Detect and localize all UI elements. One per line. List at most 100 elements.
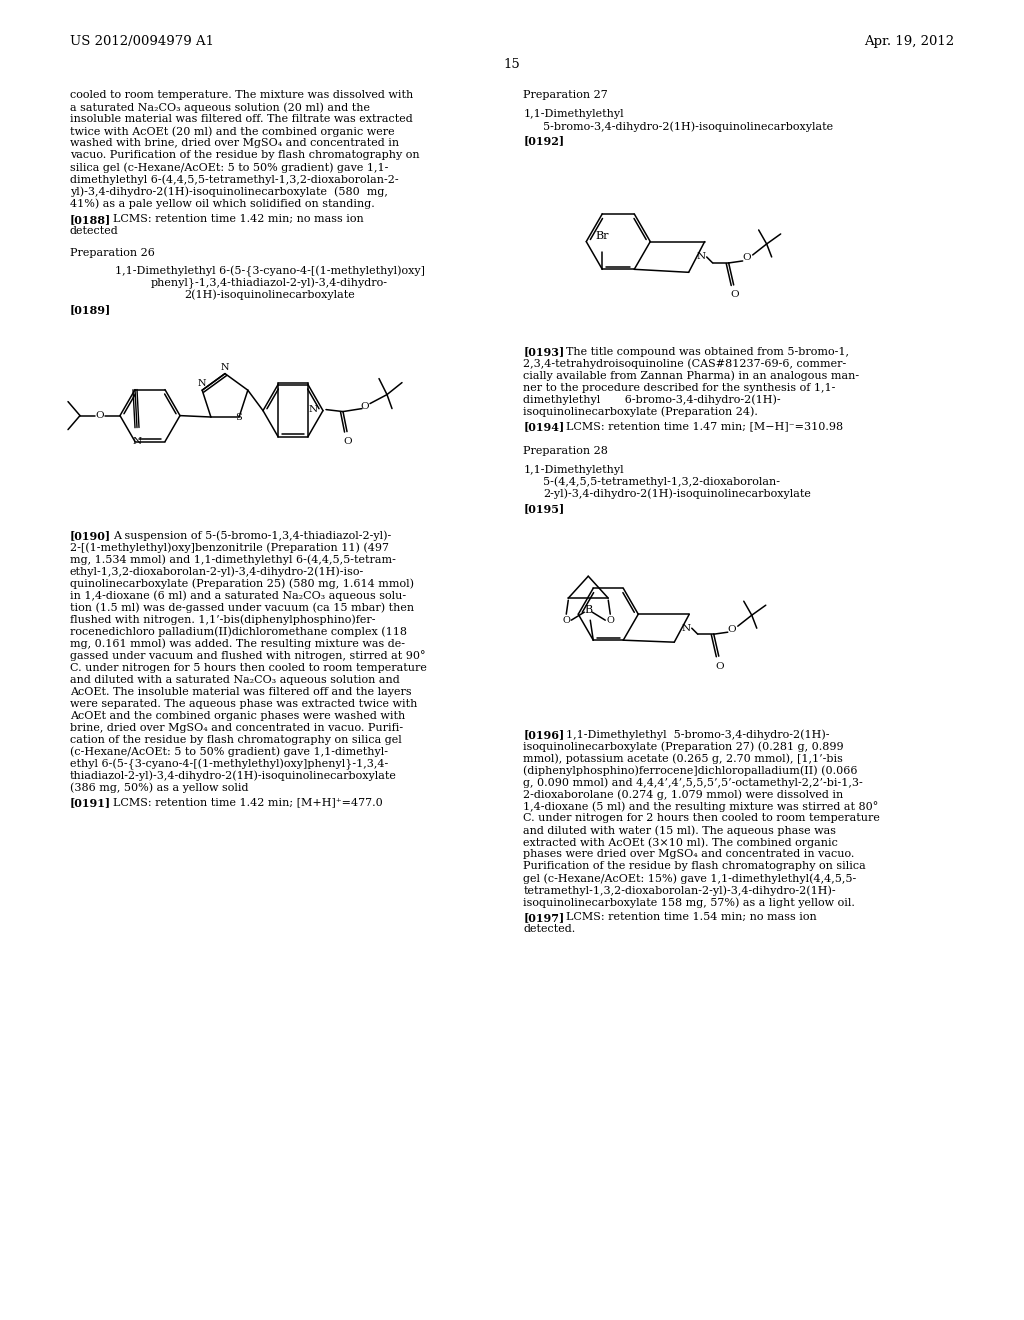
Text: [0190]: [0190]: [70, 531, 111, 541]
Text: 41%) as a pale yellow oil which solidified on standing.: 41%) as a pale yellow oil which solidifi…: [70, 198, 375, 209]
Text: O: O: [742, 253, 751, 263]
Text: flushed with nitrogen. 1,1’-bis(diphenylphosphino)fer-: flushed with nitrogen. 1,1’-bis(diphenyl…: [70, 615, 375, 626]
Text: N: N: [681, 623, 690, 632]
Text: rocenedichloro palladium(II)dichloromethane complex (118: rocenedichloro palladium(II)dichlorometh…: [70, 627, 407, 638]
Text: Preparation 28: Preparation 28: [523, 446, 608, 455]
Text: were separated. The aqueous phase was extracted twice with: were separated. The aqueous phase was ex…: [70, 698, 417, 709]
Text: phenyl}-1,3,4-thiadiazol-2-yl)-3,4-dihydro-: phenyl}-1,3,4-thiadiazol-2-yl)-3,4-dihyd…: [152, 277, 388, 289]
Text: 1,1-Dimethylethyl: 1,1-Dimethylethyl: [523, 465, 624, 475]
Text: g, 0.090 mmol) and 4,4,4’,4’,5,5,5’,5’-octamethyl-2,2’-bi-1,3-: g, 0.090 mmol) and 4,4,4’,4’,5,5,5’,5’-o…: [523, 777, 863, 788]
Text: [0191]: [0191]: [70, 797, 111, 809]
Text: quinolinecarboxylate (Preparation 25) (580 mg, 1.614 mmol): quinolinecarboxylate (Preparation 25) (5…: [70, 578, 414, 589]
Text: (386 mg, 50%) as a yellow solid: (386 mg, 50%) as a yellow solid: [70, 783, 248, 793]
Text: 1,1-Dimethylethyl  5-bromo-3,4-dihydro-2(1H)-: 1,1-Dimethylethyl 5-bromo-3,4-dihydro-2(…: [566, 729, 829, 739]
Text: and diluted with water (15 ml). The aqueous phase was: and diluted with water (15 ml). The aque…: [523, 825, 837, 836]
Text: ethyl 6-(5-{3-cyano-4-[(1-methylethyl)oxy]phenyl}-1,3,4-: ethyl 6-(5-{3-cyano-4-[(1-methylethyl)ox…: [70, 759, 388, 770]
Text: twice with AcOEt (20 ml) and the combined organic were: twice with AcOEt (20 ml) and the combine…: [70, 125, 394, 136]
Text: O: O: [344, 437, 352, 446]
Text: detected: detected: [70, 226, 119, 236]
Text: [0189]: [0189]: [70, 305, 111, 315]
Text: N: N: [696, 252, 706, 261]
Text: mg, 1.534 mmol) and 1,1-dimethylethyl 6-(4,4,5,5-tetram-: mg, 1.534 mmol) and 1,1-dimethylethyl 6-…: [70, 554, 395, 565]
Text: silica gel (c-Hexane/AcOEt: 5 to 50% gradient) gave 1,1-: silica gel (c-Hexane/AcOEt: 5 to 50% gra…: [70, 162, 388, 173]
Text: Preparation 26: Preparation 26: [70, 248, 155, 257]
Text: Apr. 19, 2012: Apr. 19, 2012: [864, 36, 954, 48]
Text: detected.: detected.: [523, 924, 575, 935]
Text: [0193]: [0193]: [523, 347, 564, 358]
Text: cooled to room temperature. The mixture was dissolved with: cooled to room temperature. The mixture …: [70, 90, 413, 100]
Text: thiadiazol-2-yl)-3,4-dihydro-2(1H)-isoquinolinecarboxylate: thiadiazol-2-yl)-3,4-dihydro-2(1H)-isoqu…: [70, 771, 396, 781]
Text: gassed under vacuum and flushed with nitrogen, stirred at 90°: gassed under vacuum and flushed with nit…: [70, 651, 425, 661]
Text: O: O: [360, 403, 370, 411]
Text: [0188]: [0188]: [70, 214, 111, 224]
Text: cially available from Zannan Pharma) in an analogous man-: cially available from Zannan Pharma) in …: [523, 371, 859, 381]
Text: 2,3,4-tetrahydroisoquinoline (CAS#81237-69-6, commer-: 2,3,4-tetrahydroisoquinoline (CAS#81237-…: [523, 359, 847, 370]
Text: O: O: [716, 661, 724, 671]
Text: and diluted with a saturated Na₂CO₃ aqueous solution and: and diluted with a saturated Na₂CO₃ aque…: [70, 675, 399, 685]
Text: Purification of the residue by flash chromatography on silica: Purification of the residue by flash chr…: [523, 861, 866, 871]
Text: isoquinolinecarboxylate (Preparation 27) (0.281 g, 0.899: isoquinolinecarboxylate (Preparation 27)…: [523, 742, 844, 752]
Text: phases were dried over MgSO₄ and concentrated in vacuo.: phases were dried over MgSO₄ and concent…: [523, 849, 855, 859]
Text: S: S: [234, 413, 242, 421]
Text: mmol), potassium acetate (0.265 g, 2.70 mmol), [1,1’-bis: mmol), potassium acetate (0.265 g, 2.70 …: [523, 754, 843, 764]
Text: US 2012/0094979 A1: US 2012/0094979 A1: [70, 36, 214, 48]
Text: 2-dioxaborolane (0.274 g, 1.079 mmol) were dissolved in: 2-dioxaborolane (0.274 g, 1.079 mmol) we…: [523, 789, 844, 800]
Text: dimethylethyl 6-(4,4,5,5-tetramethyl-1,3,2-dioxaborolan-2-: dimethylethyl 6-(4,4,5,5-tetramethyl-1,3…: [70, 174, 398, 185]
Text: 2(1H)-isoquinolinecarboxylate: 2(1H)-isoquinolinecarboxylate: [184, 289, 355, 300]
Text: O: O: [562, 615, 570, 624]
Text: LCMS: retention time 1.54 min; no mass ion: LCMS: retention time 1.54 min; no mass i…: [566, 912, 817, 923]
Text: 15: 15: [504, 58, 520, 71]
Text: 1,1-Dimethylethyl: 1,1-Dimethylethyl: [523, 110, 624, 119]
Text: mg, 0.161 mmol) was added. The resulting mixture was de-: mg, 0.161 mmol) was added. The resulting…: [70, 639, 404, 649]
Text: AcOEt and the combined organic phases were washed with: AcOEt and the combined organic phases we…: [70, 710, 404, 721]
Text: Preparation 27: Preparation 27: [523, 90, 608, 100]
Text: yl)-3,4-dihydro-2(1H)-isoquinolinecarboxylate  (580  mg,: yl)-3,4-dihydro-2(1H)-isoquinolinecarbox…: [70, 186, 387, 197]
Text: cation of the residue by flash chromatography on silica gel: cation of the residue by flash chromatog…: [70, 735, 401, 744]
Text: (c-Hexane/AcOEt: 5 to 50% gradient) gave 1,1-dimethyl-: (c-Hexane/AcOEt: 5 to 50% gradient) gave…: [70, 747, 388, 758]
Text: [0192]: [0192]: [523, 136, 564, 147]
Text: [0194]: [0194]: [523, 421, 564, 433]
Text: N: N: [308, 405, 317, 414]
Text: isoquinolinecarboxylate (Preparation 24).: isoquinolinecarboxylate (Preparation 24)…: [523, 407, 758, 417]
Text: [0196]: [0196]: [523, 729, 564, 741]
Text: vacuo. Purification of the residue by flash chromatography on: vacuo. Purification of the residue by fl…: [70, 150, 419, 160]
Text: in 1,4-dioxane (6 ml) and a saturated Na₂CO₃ aqueous solu-: in 1,4-dioxane (6 ml) and a saturated Na…: [70, 590, 406, 601]
Text: [0197]: [0197]: [523, 912, 564, 923]
Text: O: O: [727, 624, 736, 634]
Text: C. under nitrogen for 5 hours then cooled to room temperature: C. under nitrogen for 5 hours then coole…: [70, 663, 427, 673]
Text: AcOEt. The insoluble material was filtered off and the layers: AcOEt. The insoluble material was filter…: [70, 686, 412, 697]
Text: 5-bromo-3,4-dihydro-2(1H)-isoquinolinecarboxylate: 5-bromo-3,4-dihydro-2(1H)-isoquinolineca…: [544, 121, 834, 132]
Text: a saturated Na₂CO₃ aqueous solution (20 ml) and the: a saturated Na₂CO₃ aqueous solution (20 …: [70, 102, 370, 112]
Text: (diphenylphosphino)ferrocene]dichloropalladium(II) (0.066: (diphenylphosphino)ferrocene]dichloropal…: [523, 766, 858, 776]
Text: washed with brine, dried over MgSO₄ and concentrated in: washed with brine, dried over MgSO₄ and …: [70, 139, 398, 148]
Text: O: O: [95, 411, 104, 420]
Text: 1,4-dioxane (5 ml) and the resulting mixture was stirred at 80°: 1,4-dioxane (5 ml) and the resulting mix…: [523, 801, 879, 812]
Text: O: O: [606, 615, 614, 624]
Text: 1,1-Dimethylethyl 6-(5-{3-cyano-4-[(1-methylethyl)oxy]: 1,1-Dimethylethyl 6-(5-{3-cyano-4-[(1-me…: [115, 265, 425, 277]
Text: ner to the procedure described for the synthesis of 1,1-: ner to the procedure described for the s…: [523, 383, 836, 392]
Text: tion (1.5 ml) was de-gassed under vacuum (ca 15 mbar) then: tion (1.5 ml) was de-gassed under vacuum…: [70, 603, 414, 614]
Text: 2-[(1-methylethyl)oxy]benzonitrile (Preparation 11) (497: 2-[(1-methylethyl)oxy]benzonitrile (Prep…: [70, 543, 389, 553]
Text: insoluble material was filtered off. The filtrate was extracted: insoluble material was filtered off. The…: [70, 114, 413, 124]
Text: isoquinolinecarboxylate 158 mg, 57%) as a light yellow oil.: isoquinolinecarboxylate 158 mg, 57%) as …: [523, 898, 855, 908]
Text: B: B: [585, 605, 592, 615]
Text: N: N: [221, 363, 229, 372]
Text: ethyl-1,3,2-dioxaborolan-2-yl)-3,4-dihydro-2(1H)-iso-: ethyl-1,3,2-dioxaborolan-2-yl)-3,4-dihyd…: [70, 566, 364, 577]
Text: The title compound was obtained from 5-bromo-1,: The title compound was obtained from 5-b…: [566, 347, 849, 356]
Text: Br: Br: [596, 231, 609, 242]
Text: 5-(4,4,5,5-tetramethyl-1,3,2-dioxaborolan-: 5-(4,4,5,5-tetramethyl-1,3,2-dioxaborola…: [544, 477, 780, 487]
Text: 2-yl)-3,4-dihydro-2(1H)-isoquinolinecarboxylate: 2-yl)-3,4-dihydro-2(1H)-isoquinolinecarb…: [544, 488, 811, 499]
Text: O: O: [730, 290, 739, 300]
Text: N: N: [132, 437, 141, 446]
Text: gel (c-Hexane/AcOEt: 15%) gave 1,1-dimethylethyl(4,4,5,5-: gel (c-Hexane/AcOEt: 15%) gave 1,1-dimet…: [523, 874, 856, 884]
Text: A suspension of 5-(5-bromo-1,3,4-thiadiazol-2-yl)-: A suspension of 5-(5-bromo-1,3,4-thiadia…: [113, 531, 391, 541]
Text: brine, dried over MgSO₄ and concentrated in vacuo. Purifi-: brine, dried over MgSO₄ and concentrated…: [70, 722, 402, 733]
Text: N: N: [198, 379, 207, 388]
Text: C. under nitrogen for 2 hours then cooled to room temperature: C. under nitrogen for 2 hours then coole…: [523, 813, 881, 824]
Text: extracted with AcOEt (3×10 ml). The combined organic: extracted with AcOEt (3×10 ml). The comb…: [523, 837, 838, 847]
Text: [0195]: [0195]: [523, 503, 564, 515]
Text: LCMS: retention time 1.47 min; [M−H]⁻=310.98: LCMS: retention time 1.47 min; [M−H]⁻=31…: [566, 421, 844, 432]
Text: LCMS: retention time 1.42 min; no mass ion: LCMS: retention time 1.42 min; no mass i…: [113, 214, 364, 224]
Text: tetramethyl-1,3,2-dioxaborolan-2-yl)-3,4-dihydro-2(1H)-: tetramethyl-1,3,2-dioxaborolan-2-yl)-3,4…: [523, 886, 836, 896]
Text: LCMS: retention time 1.42 min; [M+H]⁺=477.0: LCMS: retention time 1.42 min; [M+H]⁺=47…: [113, 797, 382, 808]
